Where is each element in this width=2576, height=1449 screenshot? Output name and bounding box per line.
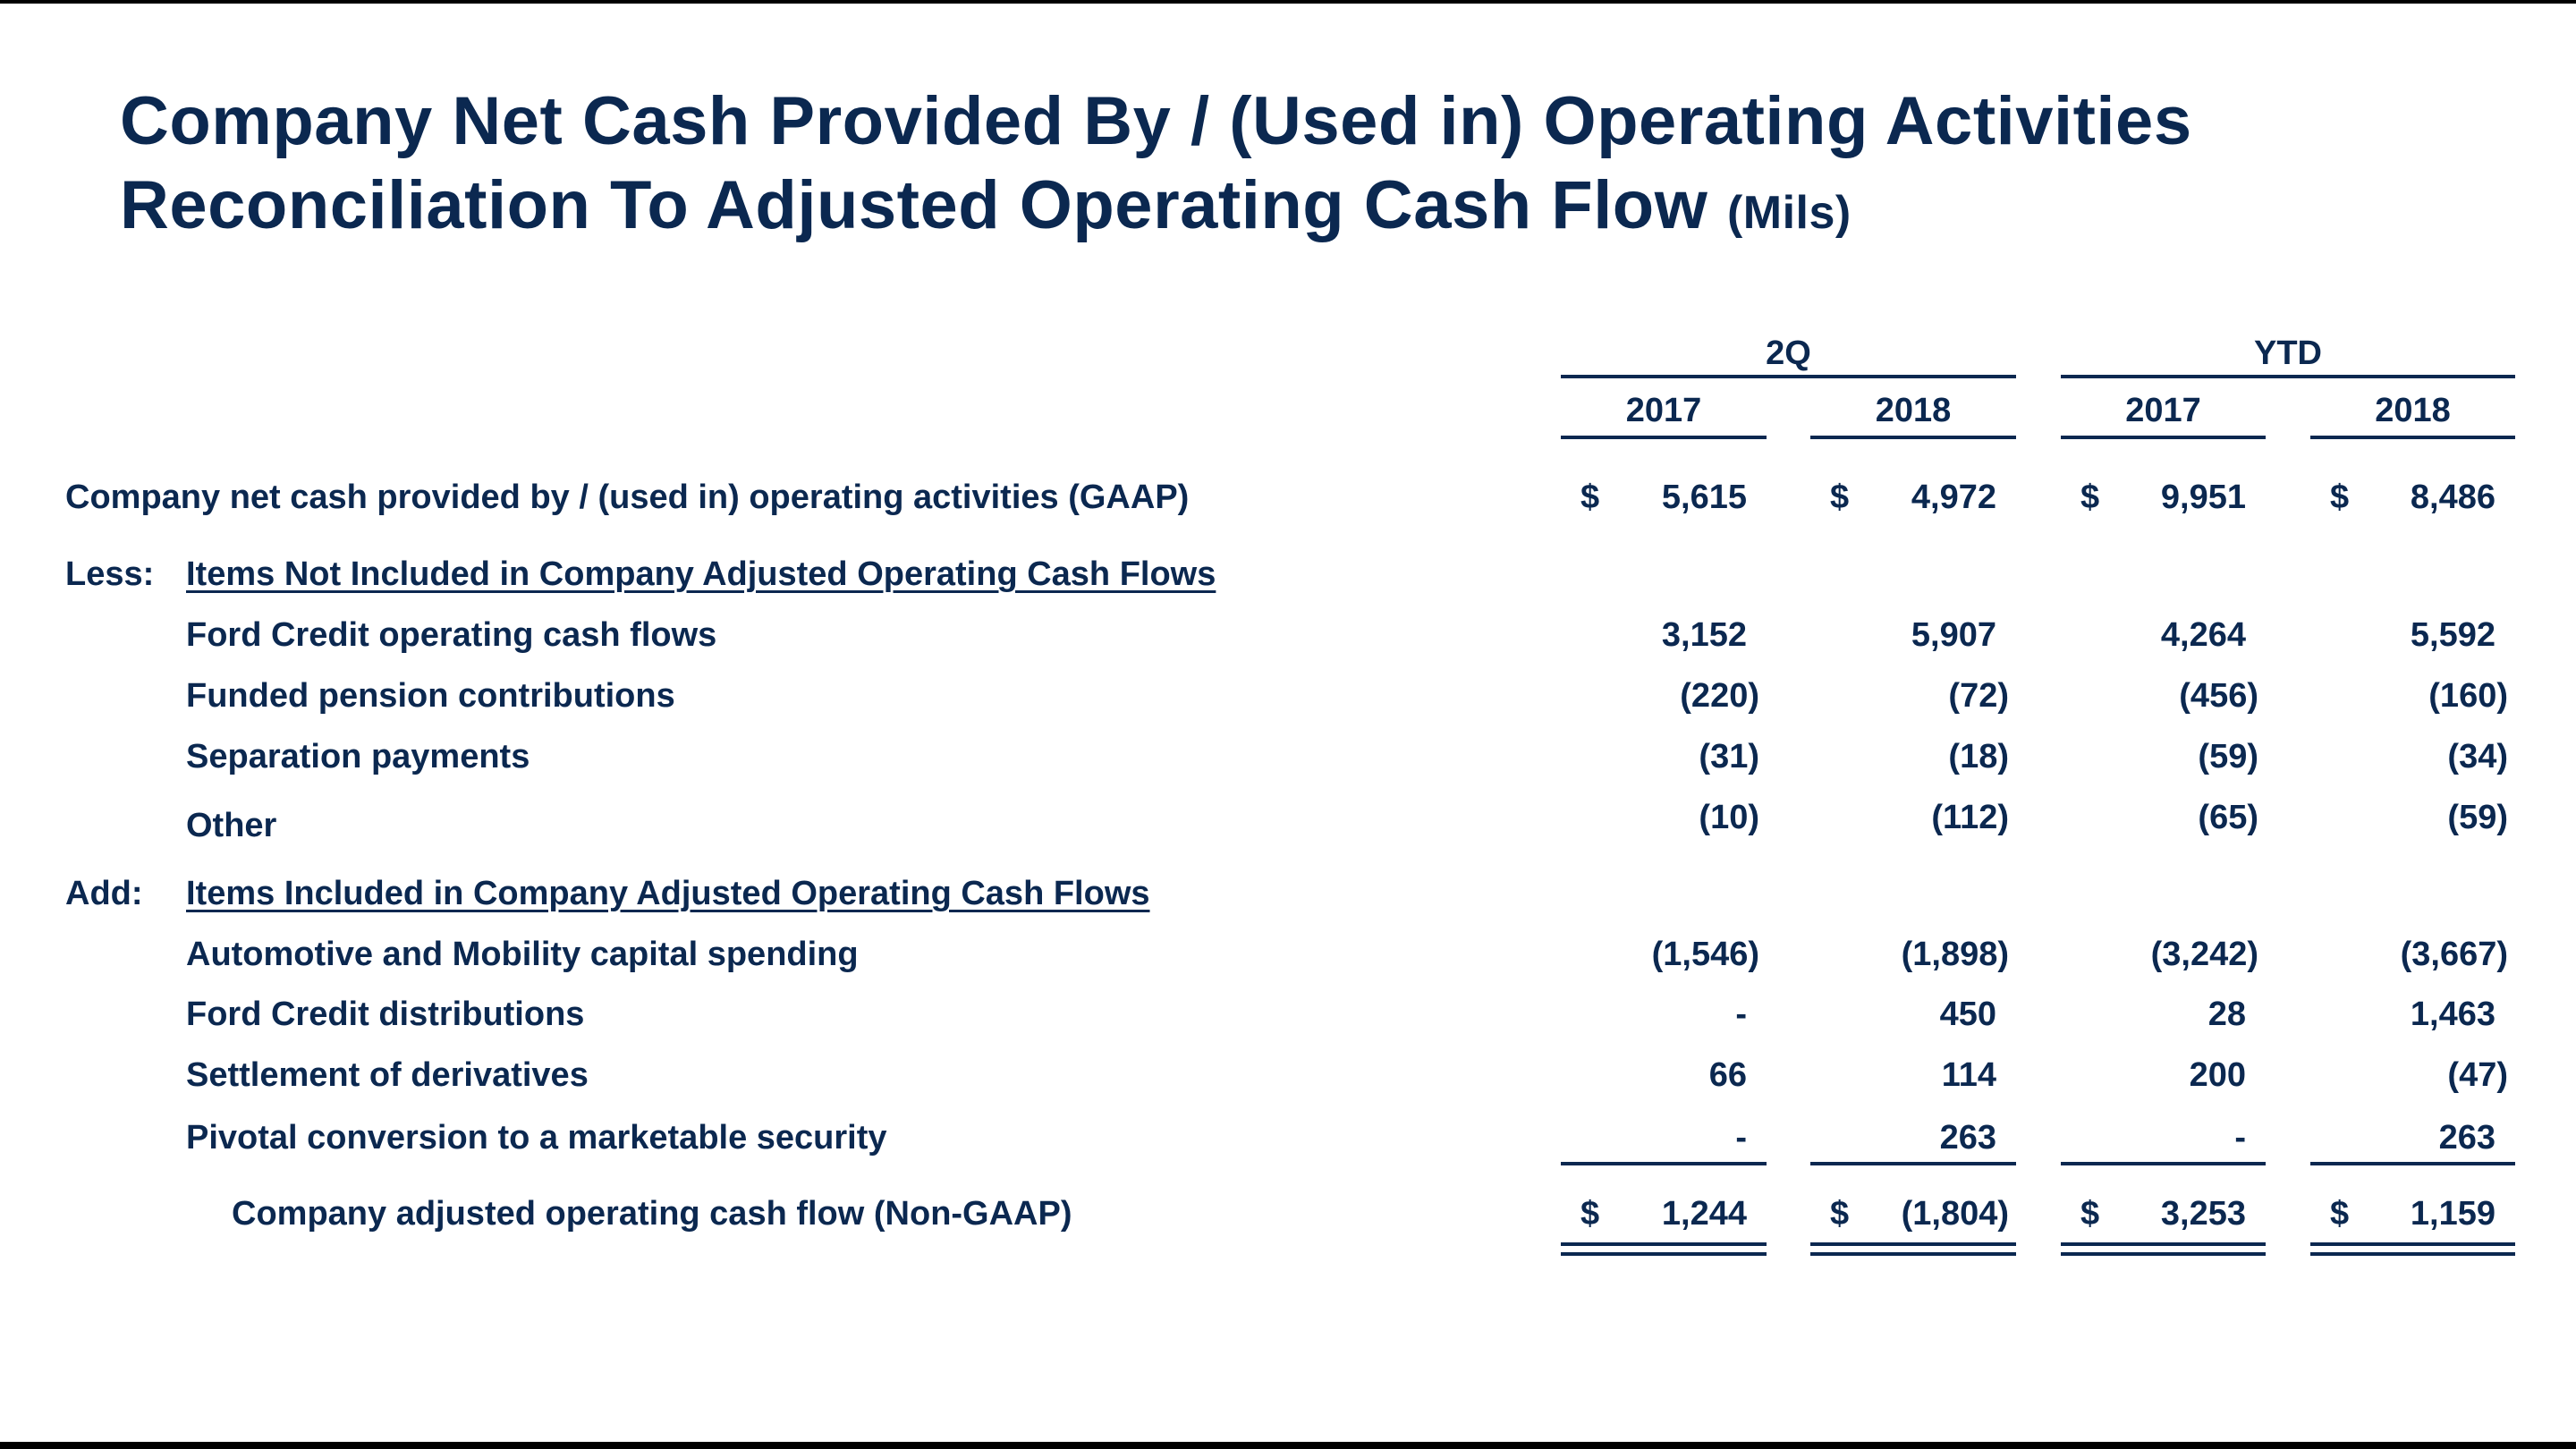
cell-value: (34) xyxy=(2447,738,2508,775)
cell-value: (1,898) xyxy=(1901,936,2009,973)
row-label: Settlement of derivatives xyxy=(186,1056,589,1094)
cell-value: 5,907 xyxy=(1911,616,1996,654)
year-header-rule xyxy=(2061,436,2266,439)
cell-value: (160) xyxy=(2428,677,2508,715)
row-label-total: Company adjusted operating cash flow (No… xyxy=(232,1195,1072,1233)
subtotal-rule xyxy=(2061,1162,2266,1165)
total-double-rule-bottom xyxy=(1561,1252,1767,1256)
cell-value: 1,159 xyxy=(2410,1195,2496,1233)
total-double-rule-bottom xyxy=(2061,1252,2266,1256)
section-heading-less: Items Not Included in Company Adjusted O… xyxy=(186,555,1216,593)
bottom-border xyxy=(0,1442,2576,1449)
cell-value: 1,244 xyxy=(1661,1195,1747,1233)
year-header-rule xyxy=(1810,436,2016,439)
row-label: Funded pension contributions xyxy=(186,677,675,715)
currency-symbol: $ xyxy=(1830,1195,1850,1233)
cell-value: 3,152 xyxy=(1661,616,1747,654)
total-double-rule-top xyxy=(2310,1242,2515,1246)
row-label: Other xyxy=(186,807,277,844)
total-double-rule-top xyxy=(1561,1242,1767,1246)
column-year-header: 2017 xyxy=(1625,392,1702,429)
cell-value: (220) xyxy=(1680,677,1759,715)
cell-value: (10) xyxy=(1699,799,1759,836)
row-label: Separation payments xyxy=(186,738,530,775)
total-double-rule-top xyxy=(2061,1242,2266,1246)
cell-value: 9,951 xyxy=(2160,479,2246,516)
group-header-rule xyxy=(2061,375,2515,378)
currency-symbol: $ xyxy=(2080,479,2100,516)
row-label: Automotive and Mobility capital spending xyxy=(186,936,859,973)
cell-value: 5,592 xyxy=(2410,616,2496,654)
row-label-gaap: Company net cash provided by / (used in)… xyxy=(65,479,1190,516)
cell-value: (112) xyxy=(1931,799,2009,836)
cell-value: (65) xyxy=(2198,799,2258,836)
cell-value: (47) xyxy=(2447,1056,2508,1094)
cell-value: (456) xyxy=(2179,677,2258,715)
cell-value: 263 xyxy=(1939,1119,1996,1157)
column-year-header: 2018 xyxy=(1875,392,1952,429)
cell-value: 5,615 xyxy=(1661,479,1747,516)
cell-value: (18) xyxy=(1948,738,2009,775)
cell-value: 1,463 xyxy=(2410,996,2496,1033)
currency-symbol: $ xyxy=(2330,1195,2350,1233)
currency-symbol: $ xyxy=(2330,479,2350,516)
page-title-line2: Reconciliation To Adjusted Operating Cas… xyxy=(120,172,1852,240)
cell-value: (59) xyxy=(2198,738,2258,775)
subtotal-rule xyxy=(2310,1162,2515,1165)
page-title-line1: Company Net Cash Provided By / (Used in)… xyxy=(120,83,2192,159)
cell-value: 200 xyxy=(2189,1056,2246,1094)
cell-value: (1,804) xyxy=(1901,1195,2009,1233)
units-label: (Mils) xyxy=(1726,187,1852,239)
cell-value: (72) xyxy=(1948,677,2009,715)
cell-value: 4,972 xyxy=(1911,479,1996,516)
year-header-rule xyxy=(1561,436,1767,439)
cell-value: 3,253 xyxy=(2160,1195,2246,1233)
group-header-rule xyxy=(1561,375,2016,378)
currency-symbol: $ xyxy=(1830,479,1850,516)
currency-symbol: $ xyxy=(1580,1195,1600,1233)
cell-value: - xyxy=(1735,996,1747,1033)
cell-value: (31) xyxy=(1699,738,1759,775)
year-header-rule xyxy=(2310,436,2515,439)
row-label: Pivotal conversion to a marketable secur… xyxy=(186,1119,887,1157)
cell-value: 450 xyxy=(1939,996,1996,1033)
currency-symbol: $ xyxy=(2080,1195,2100,1233)
column-year-header: 2017 xyxy=(2125,392,2201,429)
cell-value: 8,486 xyxy=(2410,479,2496,516)
cell-value: - xyxy=(2234,1119,2246,1157)
cell-value: - xyxy=(1735,1119,1747,1157)
cell-value: 28 xyxy=(2207,996,2246,1033)
column-group-header: 2Q xyxy=(1766,335,1811,372)
section-heading-add: Items Included in Company Adjusted Opera… xyxy=(186,875,1150,912)
row-label: Ford Credit distributions xyxy=(186,996,585,1033)
cell-value: 66 xyxy=(1708,1056,1747,1094)
cell-value: (1,546) xyxy=(1651,936,1759,973)
column-group-header: YTD xyxy=(2254,335,2322,372)
currency-symbol: $ xyxy=(1580,479,1600,516)
cell-value: (59) xyxy=(2447,799,2508,836)
cell-value: 114 xyxy=(1941,1056,1996,1094)
subtotal-rule xyxy=(1810,1162,2016,1165)
page-title-line2-text: Reconciliation To Adjusted Operating Cas… xyxy=(120,167,1708,243)
section-prefix-less: Less: xyxy=(65,555,155,593)
total-double-rule-bottom xyxy=(2310,1252,2515,1256)
subtotal-rule xyxy=(1561,1162,1767,1165)
cell-value: (3,667) xyxy=(2400,936,2508,973)
top-border xyxy=(0,0,2576,4)
cell-value: (3,242) xyxy=(2150,936,2258,973)
cell-value: 263 xyxy=(2438,1119,2496,1157)
total-double-rule-top xyxy=(1810,1242,2016,1246)
section-prefix-add: Add: xyxy=(65,875,143,912)
cell-value: 4,264 xyxy=(2160,616,2246,654)
column-year-header: 2018 xyxy=(2375,392,2451,429)
row-label: Ford Credit operating cash flows xyxy=(186,616,717,654)
total-double-rule-bottom xyxy=(1810,1252,2016,1256)
